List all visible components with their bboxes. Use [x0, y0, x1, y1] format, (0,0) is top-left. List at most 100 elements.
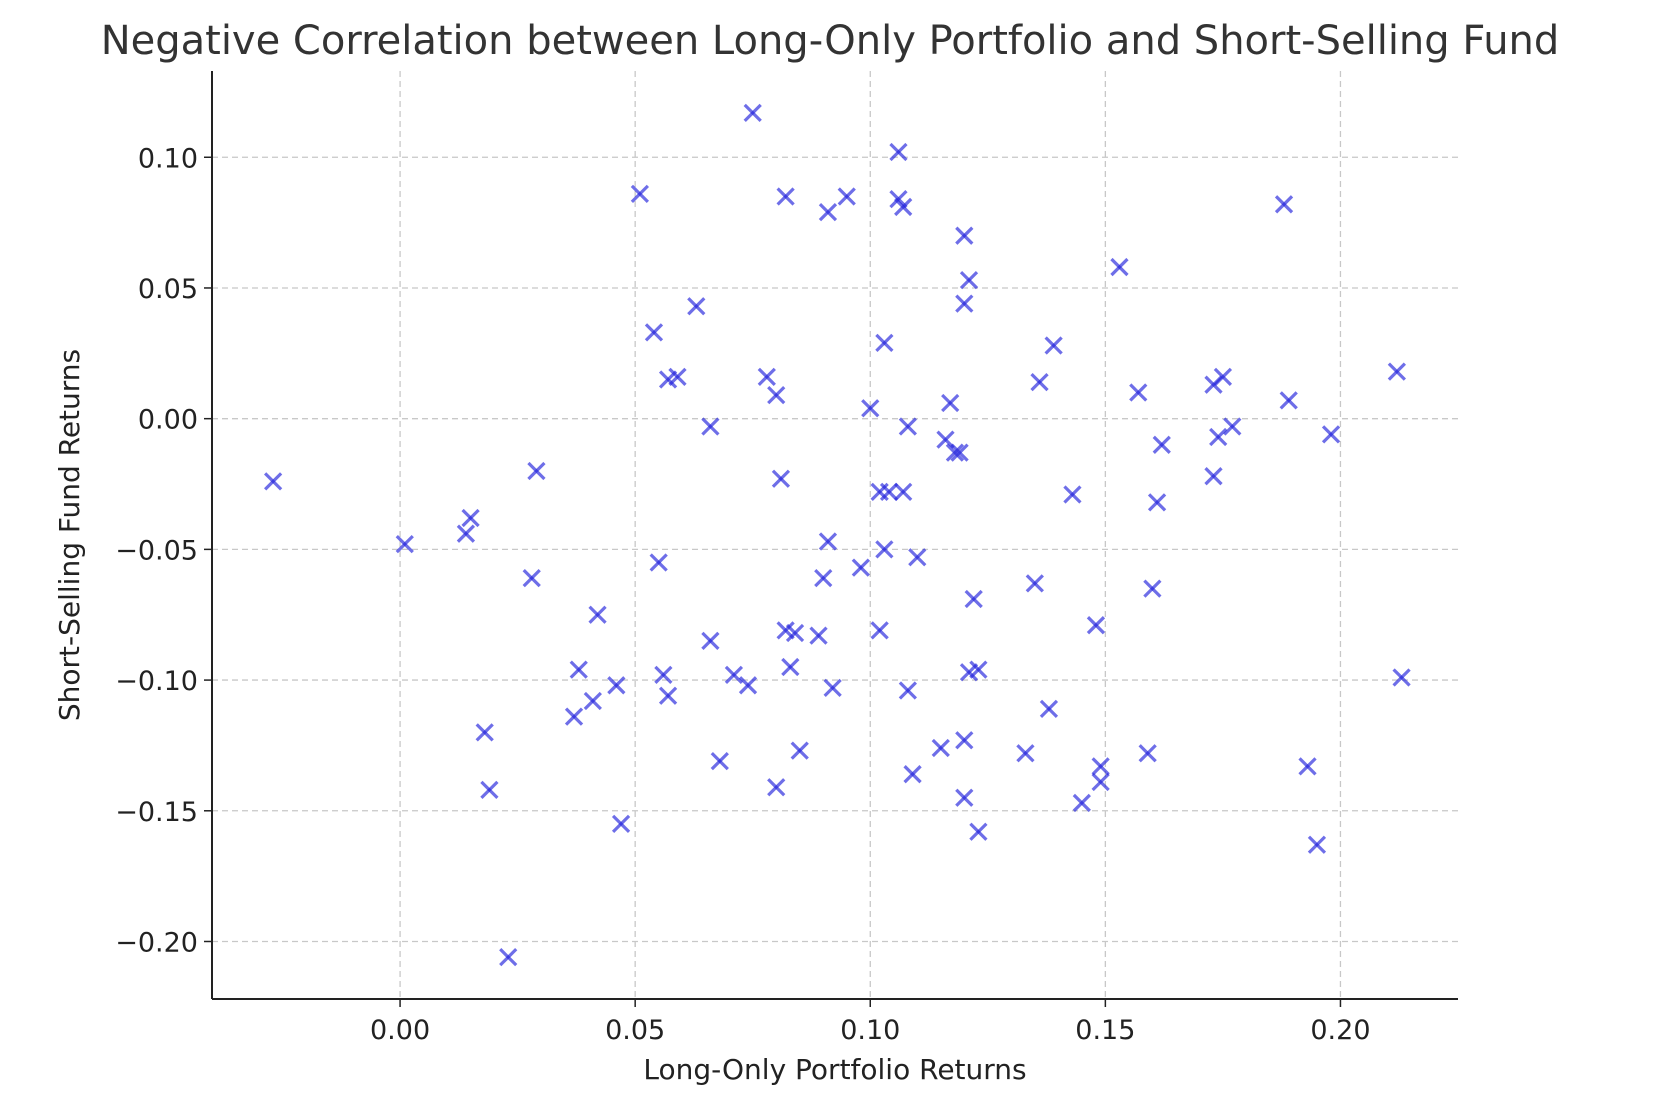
data-point	[649, 553, 668, 572]
axes	[204, 71, 1458, 1007]
data-point	[475, 723, 494, 742]
data-point	[1091, 772, 1110, 792]
data-point	[687, 297, 706, 316]
data-point	[936, 430, 955, 449]
data-point	[1091, 757, 1110, 776]
data-point	[790, 741, 809, 760]
y-tick-label: −0.05	[115, 535, 198, 566]
y-tick-label: −0.20	[115, 927, 198, 958]
data-point	[1298, 757, 1317, 776]
data-point	[875, 540, 894, 559]
data-point	[701, 631, 720, 651]
data-point	[1223, 417, 1242, 436]
data-point	[1204, 467, 1223, 486]
data-point	[814, 569, 833, 588]
data-point	[955, 226, 974, 245]
data-point	[950, 443, 969, 462]
data-point	[767, 778, 786, 797]
data-point	[654, 665, 673, 684]
data-point	[898, 417, 918, 436]
data-point	[898, 681, 918, 700]
data-point	[1274, 195, 1294, 214]
data-point	[1039, 699, 1059, 718]
data-point	[767, 386, 786, 405]
data-point	[941, 393, 960, 413]
x-axis-label: Long-Only Portfolio Returns	[643, 1053, 1026, 1086]
data-point	[1387, 362, 1407, 381]
data-point	[889, 142, 908, 162]
y-tick-label: 0.00	[138, 405, 198, 436]
data-point	[894, 197, 913, 217]
data-point	[499, 948, 518, 967]
data-point	[1044, 336, 1063, 355]
data-point	[480, 780, 499, 800]
data-point	[710, 751, 729, 771]
data-point	[564, 707, 584, 726]
data-point	[931, 738, 950, 758]
data-point	[1138, 744, 1157, 763]
data-point	[1016, 744, 1035, 763]
data-point	[1129, 383, 1148, 402]
x-tick-label: 0.15	[1075, 1015, 1135, 1046]
data-point	[1072, 793, 1091, 813]
data-point	[644, 323, 664, 342]
data-point	[959, 270, 979, 290]
data-point	[781, 657, 800, 677]
data-point	[1321, 425, 1341, 444]
data-point	[738, 676, 758, 695]
data-point	[908, 548, 927, 567]
data-point	[607, 676, 626, 695]
data-point	[611, 814, 631, 833]
data-point	[701, 417, 720, 436]
data-point	[757, 367, 776, 386]
data-point	[969, 660, 988, 679]
data-point	[1209, 427, 1228, 447]
data-point	[724, 665, 744, 684]
data-point	[875, 333, 894, 352]
data-point	[851, 558, 870, 577]
data-point	[456, 524, 476, 543]
y-axis-label: Short-Selling Fund Returns	[53, 349, 86, 721]
data-point	[945, 443, 965, 462]
data-point	[1086, 616, 1106, 635]
tick-labels: 0.00 0.05 0.10 0.15 0.20 0.10 0.05 0.00 −0.05 −0.…	[115, 143, 1370, 1046]
data-point	[818, 532, 838, 551]
data-points	[263, 103, 1411, 967]
data-point	[1143, 579, 1162, 598]
y-tick-label: −0.15	[115, 797, 198, 828]
data-point	[823, 678, 842, 698]
data-point	[964, 589, 983, 609]
data-point	[569, 660, 588, 679]
data-point	[1152, 435, 1171, 454]
data-point	[395, 535, 414, 554]
y-tick-label: −0.10	[115, 666, 198, 697]
data-point	[1213, 367, 1233, 386]
data-point	[955, 788, 974, 807]
data-point	[969, 822, 988, 841]
data-point	[668, 367, 687, 386]
data-point	[630, 184, 650, 203]
y-tick-label: 0.10	[138, 143, 198, 174]
chart-title: Negative Correlation between Long-Only P…	[101, 18, 1560, 64]
x-tick-label: 0.20	[1310, 1015, 1370, 1046]
data-point	[461, 508, 480, 528]
data-point	[588, 605, 607, 624]
data-point	[809, 626, 828, 645]
data-point	[1030, 372, 1049, 392]
data-point	[837, 187, 856, 206]
data-point	[771, 469, 791, 488]
data-point	[527, 461, 546, 481]
data-point	[776, 187, 795, 206]
data-point	[1307, 835, 1327, 854]
data-point	[522, 569, 541, 588]
data-point	[861, 399, 880, 418]
data-point	[785, 623, 805, 643]
x-tick-label: 0.05	[605, 1015, 665, 1046]
data-point	[955, 294, 974, 313]
x-tick-label: 0.10	[840, 1015, 900, 1046]
data-point	[955, 731, 974, 750]
data-point	[743, 103, 762, 122]
data-point	[818, 203, 838, 222]
x-tick-label: 0.00	[370, 1015, 430, 1046]
